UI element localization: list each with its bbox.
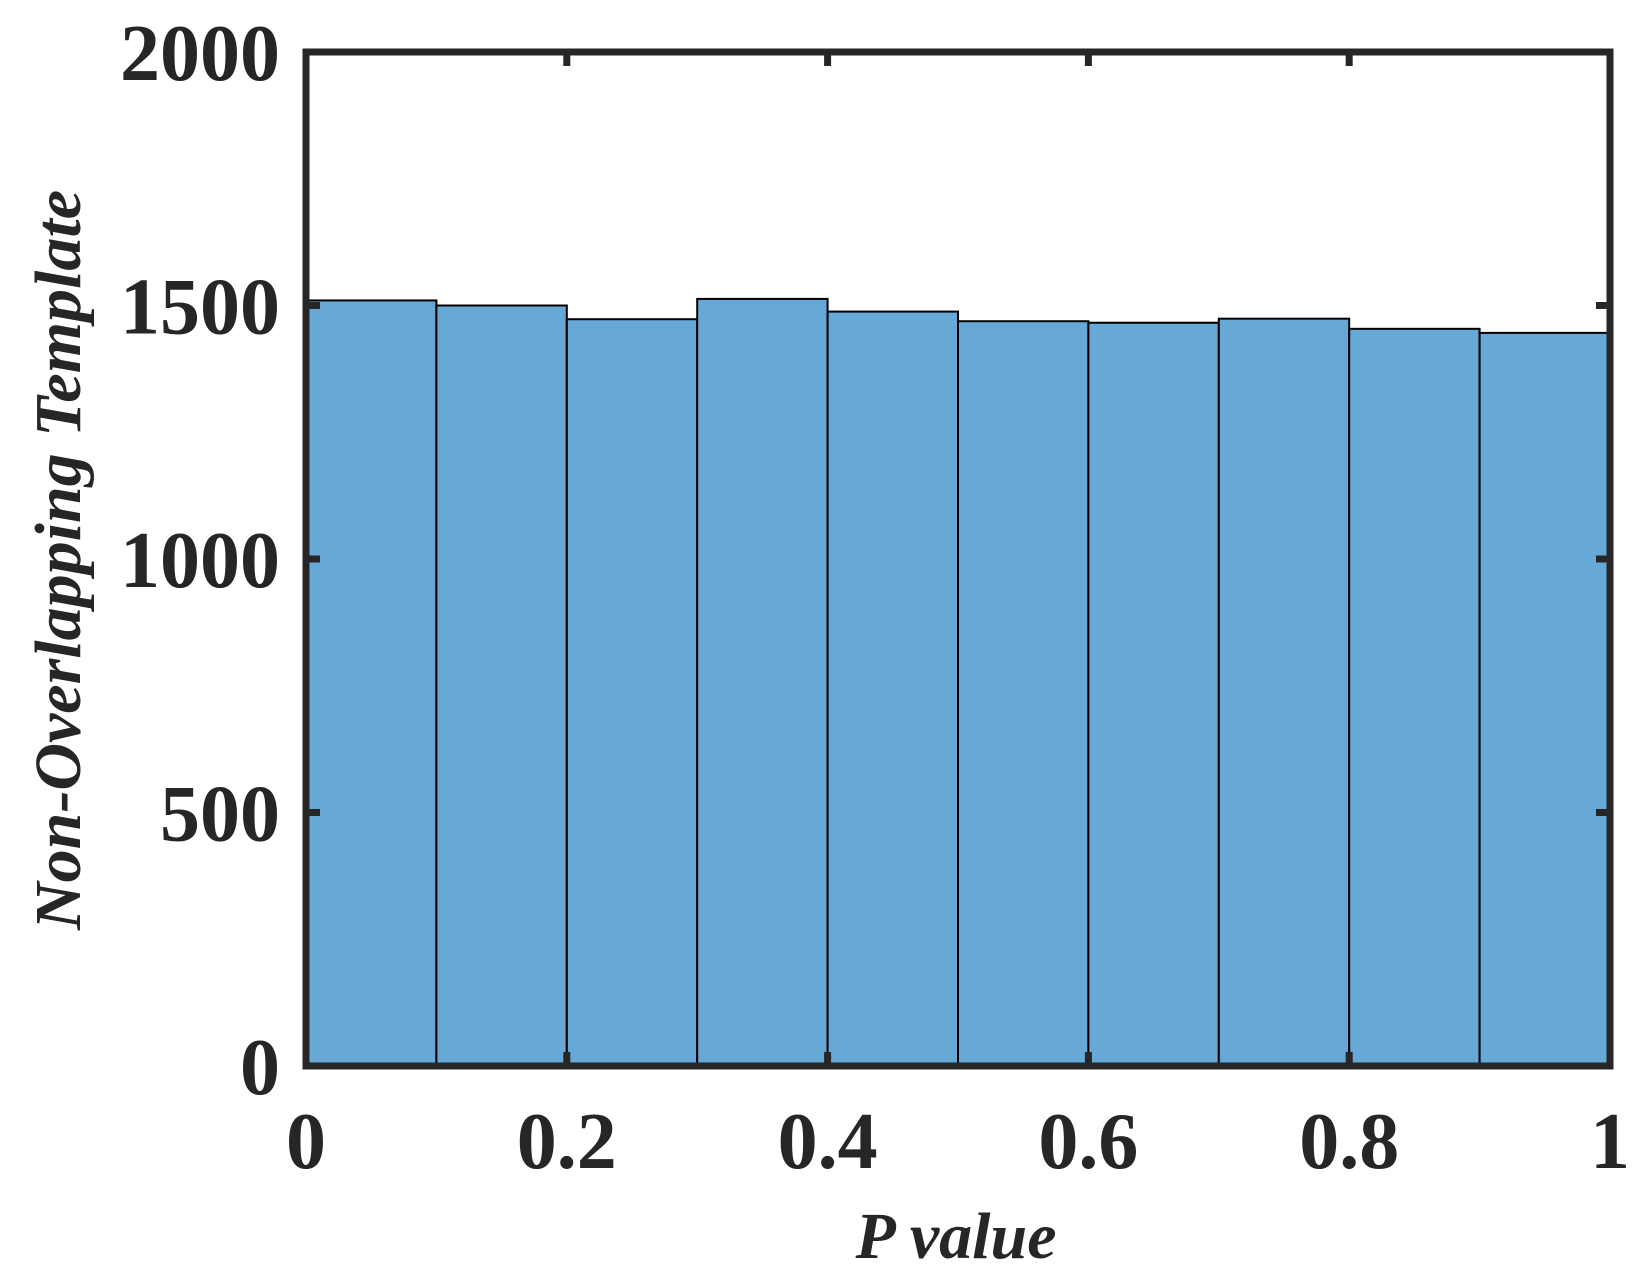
y-axis-label: Non-Overlapping Template	[22, 190, 95, 931]
histogram-bar	[305, 299, 438, 1067]
x-tick-label: 0.6	[1038, 1098, 1138, 1186]
histogram-bar	[957, 320, 1090, 1068]
y-tick-label: 1000	[120, 517, 280, 605]
x-tick-label: 0.4	[778, 1098, 878, 1186]
y-tick-label: 2000	[120, 10, 280, 98]
y-tick-label: 500	[160, 771, 280, 859]
histogram-bar	[1087, 321, 1220, 1068]
x-axis-label: P value	[855, 1200, 1057, 1273]
labels-layer: P value Non-Overlapping Template	[22, 190, 1057, 1273]
histogram-bar	[826, 310, 959, 1068]
bars-layer	[305, 297, 1611, 1068]
histogram-bar	[435, 304, 568, 1067]
histogram-bar	[1348, 327, 1481, 1067]
x-tick-label: 1	[1590, 1098, 1630, 1186]
histogram-bar	[1478, 331, 1611, 1067]
ticks-layer: 0 0.2 0.4 0.6 0.8 1 0 500 1000 1500 2000	[120, 10, 1630, 1186]
histogram-bar	[565, 318, 699, 1067]
histogram-bar	[696, 297, 829, 1067]
y-tick-label: 1500	[120, 264, 280, 352]
x-tick-label: 0.2	[517, 1098, 617, 1186]
y-tick-label: 0	[240, 1024, 280, 1112]
histogram-bar	[1217, 317, 1351, 1067]
x-tick-label: 0	[286, 1098, 326, 1186]
x-tick-label: 0.8	[1299, 1098, 1399, 1186]
